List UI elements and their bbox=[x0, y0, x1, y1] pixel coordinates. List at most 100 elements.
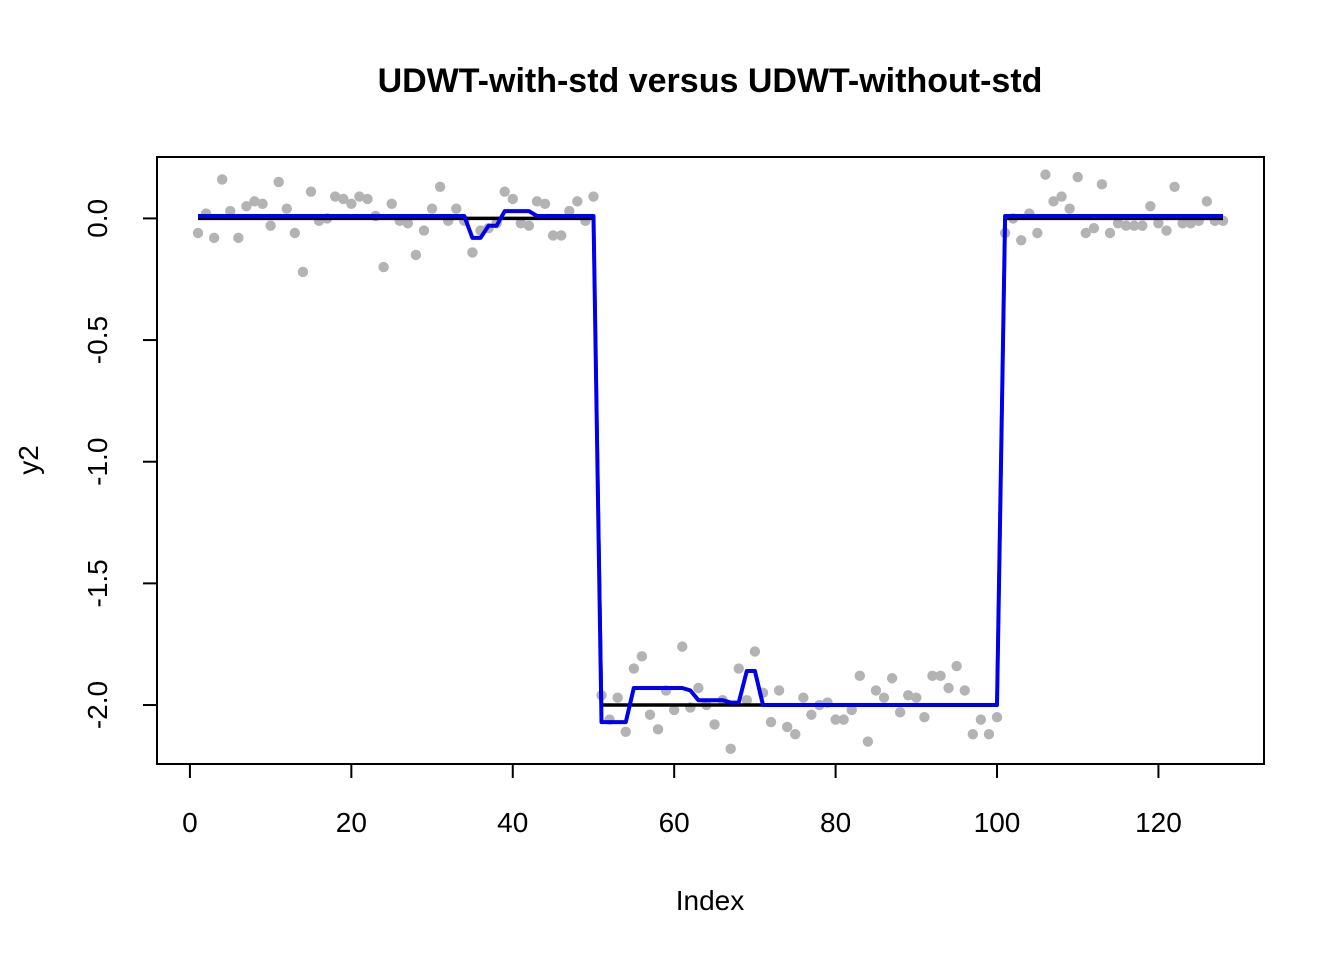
data-point bbox=[289, 227, 301, 239]
x-tick-label: 120 bbox=[1135, 807, 1182, 838]
y-tick-label: 0.0 bbox=[82, 199, 113, 238]
data-point bbox=[330, 191, 341, 202]
y-tick-label: -1.0 bbox=[82, 438, 113, 486]
data-point bbox=[523, 220, 535, 231]
data-point bbox=[1040, 169, 1051, 180]
data-point bbox=[741, 694, 753, 706]
data-point bbox=[975, 714, 987, 725]
data-point bbox=[564, 205, 575, 217]
data-point bbox=[305, 186, 317, 197]
data-point bbox=[612, 692, 623, 703]
estimate-line bbox=[198, 209, 1223, 725]
data-point bbox=[257, 198, 268, 210]
data-point bbox=[225, 205, 236, 217]
data-point bbox=[217, 174, 228, 185]
data-point bbox=[709, 719, 720, 730]
data-point bbox=[725, 743, 736, 755]
data-point bbox=[951, 660, 962, 672]
data-point bbox=[919, 711, 930, 723]
data-point bbox=[1129, 220, 1140, 231]
data-point bbox=[499, 186, 510, 197]
data-point bbox=[1016, 235, 1027, 246]
data-point bbox=[378, 261, 389, 273]
data-point bbox=[991, 711, 1003, 723]
data-point bbox=[539, 198, 551, 210]
data-point bbox=[515, 218, 527, 229]
data-point bbox=[451, 203, 462, 214]
data-point bbox=[1201, 196, 1213, 207]
data-point bbox=[547, 230, 559, 241]
data-point bbox=[434, 181, 446, 192]
data-point bbox=[943, 682, 954, 694]
data-point bbox=[1072, 171, 1083, 183]
chart-title: UDWT-with-std versus UDWT-without-std bbox=[378, 62, 1043, 100]
data-point bbox=[1096, 179, 1108, 190]
data-point bbox=[531, 196, 543, 207]
x-tick-label: 80 bbox=[820, 807, 851, 838]
data-point bbox=[652, 724, 664, 735]
data-point bbox=[1177, 218, 1188, 229]
y-tick-label: -0.5 bbox=[82, 316, 113, 364]
y-axis: 0.0 -0.5 -1.0 -1.5 -2.0 bbox=[82, 199, 158, 729]
y-axis-label: y2 bbox=[13, 445, 44, 475]
data-point bbox=[959, 685, 970, 696]
true-signal-line bbox=[198, 216, 1223, 707]
data-point bbox=[911, 692, 922, 703]
data-point bbox=[467, 247, 478, 258]
data-point bbox=[1032, 227, 1043, 239]
data-point bbox=[426, 203, 438, 214]
data-point bbox=[1153, 218, 1164, 229]
data-point bbox=[346, 198, 357, 210]
data-point bbox=[507, 193, 518, 205]
plot-frame bbox=[156, 156, 1265, 765]
data-point bbox=[765, 716, 777, 728]
data-point bbox=[733, 663, 744, 674]
data-point bbox=[862, 736, 874, 747]
data-point bbox=[297, 266, 309, 278]
data-point bbox=[1169, 181, 1180, 192]
data-point bbox=[693, 682, 704, 694]
data-point bbox=[628, 663, 640, 674]
y-tick-label: -2.0 bbox=[82, 681, 113, 729]
data-point bbox=[870, 685, 882, 696]
data-point bbox=[677, 641, 688, 652]
data-point bbox=[208, 232, 220, 244]
data-point bbox=[903, 690, 914, 701]
data-point bbox=[927, 670, 938, 682]
data-point bbox=[878, 692, 890, 703]
data-point bbox=[1161, 225, 1172, 236]
data-point bbox=[555, 230, 567, 241]
x-tick-label: 100 bbox=[974, 807, 1021, 838]
data-points bbox=[192, 169, 1229, 755]
data-point bbox=[572, 196, 583, 207]
data-point bbox=[846, 704, 857, 716]
data-point bbox=[402, 218, 414, 229]
data-point bbox=[249, 196, 260, 207]
data-point bbox=[830, 714, 841, 725]
data-point bbox=[338, 193, 349, 205]
data-point bbox=[886, 673, 898, 684]
data-point bbox=[1185, 218, 1196, 229]
data-point bbox=[838, 714, 849, 725]
data-point bbox=[894, 707, 906, 718]
y-tick-label: -1.5 bbox=[82, 559, 113, 607]
data-point bbox=[1137, 220, 1148, 231]
data-point bbox=[410, 249, 422, 261]
data-point bbox=[935, 670, 946, 682]
data-point bbox=[854, 670, 866, 682]
data-point bbox=[281, 203, 292, 214]
data-point bbox=[1048, 196, 1059, 207]
x-tick-label: 40 bbox=[497, 807, 528, 838]
data-point bbox=[773, 685, 785, 696]
data-point bbox=[620, 726, 631, 737]
data-point bbox=[1120, 220, 1132, 231]
data-point bbox=[192, 227, 204, 239]
data-point bbox=[668, 704, 680, 716]
data-point bbox=[241, 201, 252, 212]
data-point bbox=[1080, 227, 1091, 239]
data-point bbox=[418, 225, 430, 236]
data-point bbox=[781, 721, 793, 733]
data-point bbox=[1145, 201, 1156, 212]
data-point bbox=[265, 220, 276, 231]
